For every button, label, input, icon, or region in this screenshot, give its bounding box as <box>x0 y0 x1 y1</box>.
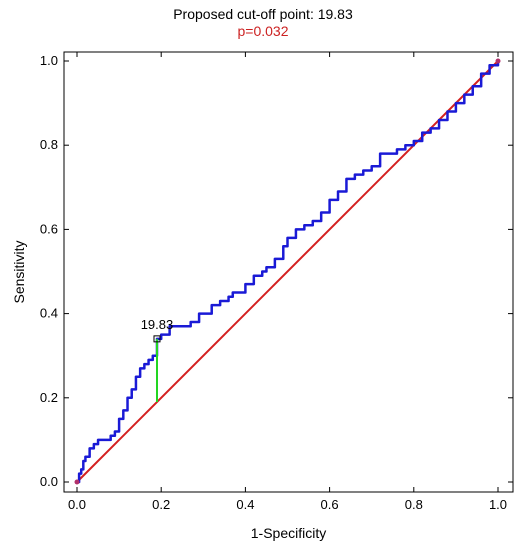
x-tick-label: 0.4 <box>236 497 254 512</box>
curve-start-marker <box>74 479 80 485</box>
x-axis-title: 1-Specificity <box>251 525 326 541</box>
y-tick-label: 0.8 <box>40 137 58 152</box>
plot-frame <box>63 51 514 493</box>
y-tick-label: 0.4 <box>40 306 58 321</box>
reference-line <box>76 60 499 483</box>
chart-title: Proposed cut-off point: 19.83 <box>173 6 353 22</box>
x-tick-label: 1.0 <box>489 497 507 512</box>
cutoff-label: 19.83 <box>141 317 174 332</box>
y-tick-label: 0.0 <box>40 474 58 489</box>
x-tick-label: 0.0 <box>68 497 86 512</box>
roc-curve <box>77 61 500 484</box>
y-tick-label: 0.2 <box>40 390 58 405</box>
chart-subtitle: p=0.032 <box>237 23 289 39</box>
curve-end-marker <box>495 58 501 64</box>
y-tick-label: 1.0 <box>40 53 58 68</box>
y-axis-title: Sensitivity <box>11 240 27 303</box>
y-tick-label: 0.6 <box>40 221 58 236</box>
cutoff-marker <box>153 335 161 343</box>
x-tick-label: 0.8 <box>405 497 423 512</box>
x-tick-label: 0.6 <box>321 497 339 512</box>
x-tick-label: 0.2 <box>152 497 170 512</box>
